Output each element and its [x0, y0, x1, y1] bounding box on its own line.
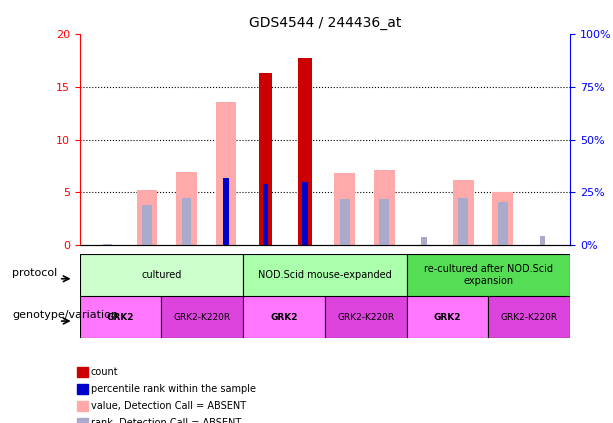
- Bar: [137, 190, 158, 245]
- Bar: [263, 184, 268, 245]
- Text: count: count: [91, 367, 118, 377]
- FancyBboxPatch shape: [80, 254, 243, 296]
- Bar: [105, 244, 110, 245]
- Bar: [374, 170, 395, 245]
- Text: re-cultured after NOD.Scid
expansion: re-cultured after NOD.Scid expansion: [424, 264, 553, 286]
- Text: percentile rank within the sample: percentile rank within the sample: [91, 384, 256, 394]
- FancyBboxPatch shape: [406, 296, 489, 338]
- FancyBboxPatch shape: [325, 296, 406, 338]
- Bar: [181, 198, 191, 245]
- Text: NOD.Scid mouse-expanded: NOD.Scid mouse-expanded: [258, 270, 392, 280]
- FancyBboxPatch shape: [406, 254, 570, 296]
- Bar: [302, 182, 308, 245]
- Bar: [334, 173, 355, 245]
- Bar: [259, 73, 273, 245]
- Bar: [539, 236, 545, 245]
- Bar: [379, 199, 389, 245]
- FancyBboxPatch shape: [161, 296, 243, 338]
- Bar: [498, 202, 508, 245]
- Text: rank, Detection Call = ABSENT: rank, Detection Call = ABSENT: [91, 418, 241, 423]
- Text: genotype/variation: genotype/variation: [12, 310, 118, 320]
- Bar: [216, 102, 237, 245]
- Text: GRK2: GRK2: [434, 313, 461, 322]
- Bar: [142, 205, 152, 245]
- FancyBboxPatch shape: [80, 296, 161, 338]
- Bar: [492, 192, 513, 245]
- Bar: [176, 173, 197, 245]
- Bar: [453, 180, 474, 245]
- Text: GRK2-K220R: GRK2-K220R: [501, 313, 558, 322]
- Text: GRK2: GRK2: [107, 313, 134, 322]
- Title: GDS4544 / 244436_at: GDS4544 / 244436_at: [249, 16, 401, 30]
- Text: GRK2-K220R: GRK2-K220R: [337, 313, 394, 322]
- Bar: [421, 237, 427, 245]
- Bar: [340, 199, 349, 245]
- FancyBboxPatch shape: [489, 296, 570, 338]
- FancyBboxPatch shape: [243, 254, 406, 296]
- Bar: [102, 244, 112, 245]
- Text: protocol: protocol: [12, 268, 58, 278]
- Text: value, Detection Call = ABSENT: value, Detection Call = ABSENT: [91, 401, 246, 411]
- FancyBboxPatch shape: [243, 296, 325, 338]
- Text: cultured: cultured: [141, 270, 181, 280]
- Text: GRK2: GRK2: [270, 313, 298, 322]
- Bar: [298, 58, 312, 245]
- Bar: [459, 198, 468, 245]
- Text: GRK2-K220R: GRK2-K220R: [173, 313, 231, 322]
- Bar: [223, 178, 229, 245]
